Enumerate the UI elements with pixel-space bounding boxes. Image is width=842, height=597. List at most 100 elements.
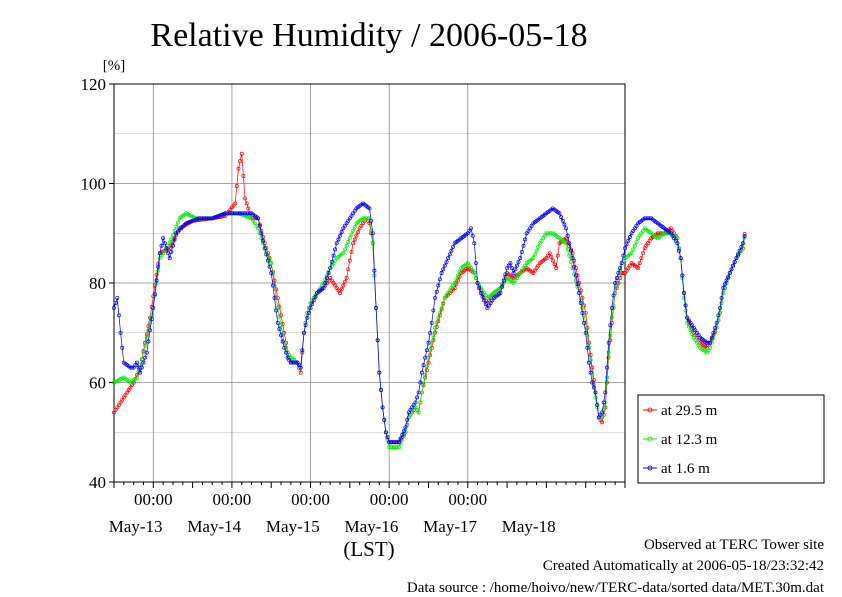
data-point — [264, 252, 269, 257]
data-point — [613, 281, 618, 285]
y-tick-label: 100 — [81, 175, 107, 194]
y-tick-label: 80 — [89, 274, 106, 293]
data-point — [426, 340, 431, 345]
data-point — [243, 196, 247, 201]
data-point — [339, 287, 344, 292]
data-point — [688, 328, 693, 333]
data-point — [716, 313, 721, 318]
data-point — [395, 445, 400, 450]
data-point — [365, 216, 370, 221]
data-point — [395, 440, 400, 445]
data-point — [234, 184, 239, 188]
chart-title: Relative Humidity / 2006-05-18 — [150, 17, 587, 54]
data-point — [560, 218, 565, 223]
data-point — [588, 353, 593, 358]
legend-marker — [647, 407, 653, 413]
data-point — [238, 159, 243, 164]
data-point — [272, 278, 277, 283]
data-point — [167, 256, 172, 261]
data-point — [162, 241, 167, 246]
data-point — [569, 248, 573, 253]
data-point — [637, 261, 642, 266]
data-point — [711, 330, 716, 335]
data-point — [356, 230, 360, 234]
data-point — [257, 223, 262, 228]
data-point — [149, 317, 154, 322]
data-point — [554, 266, 559, 271]
data-point — [344, 243, 349, 248]
data-point — [455, 273, 460, 278]
data-point — [146, 339, 151, 344]
data-point — [349, 249, 354, 254]
data-point — [570, 256, 575, 261]
data-point — [634, 240, 639, 244]
data-point — [244, 201, 249, 206]
data-point — [370, 231, 375, 236]
data-point — [721, 286, 726, 290]
data-point — [400, 432, 405, 437]
series-group — [112, 151, 747, 450]
data-point — [419, 370, 424, 375]
data-point — [511, 271, 516, 275]
data-point — [426, 360, 431, 365]
data-point — [246, 206, 251, 211]
data-point — [298, 370, 303, 375]
data-point — [305, 315, 310, 320]
data-point — [434, 289, 439, 294]
data-point — [377, 370, 382, 375]
data-point — [433, 325, 437, 330]
x-date-label: May-16 — [345, 517, 399, 536]
data-point — [677, 248, 681, 253]
data-point — [339, 230, 344, 234]
data-point — [734, 256, 739, 261]
data-point — [639, 256, 644, 261]
data-point — [349, 232, 354, 237]
x-time-label: 00:00 — [213, 490, 252, 509]
data-point — [266, 258, 270, 263]
data-point — [739, 244, 744, 249]
data-point — [284, 350, 288, 355]
data-point — [593, 395, 598, 400]
data-point — [138, 370, 143, 375]
data-point — [514, 263, 519, 268]
data-point — [403, 425, 408, 430]
data-point — [171, 232, 175, 237]
data-point — [144, 335, 149, 340]
data-point — [726, 274, 731, 279]
data-point — [436, 283, 441, 288]
data-point — [342, 247, 347, 252]
data-point — [609, 315, 614, 320]
data-point — [267, 264, 272, 269]
data-point — [678, 256, 683, 261]
data-point — [351, 228, 356, 233]
data-point — [293, 360, 298, 365]
data-point — [508, 261, 513, 266]
data-point — [279, 323, 284, 328]
y-axis-unit: [%] — [103, 58, 126, 74]
data-point — [308, 305, 313, 310]
data-point — [236, 166, 241, 171]
data-point — [449, 248, 454, 253]
data-point — [436, 315, 441, 320]
data-point — [269, 271, 274, 275]
data-point — [310, 302, 315, 307]
data-point — [605, 365, 609, 370]
data-point — [434, 320, 439, 325]
data-point — [169, 249, 174, 254]
data-point — [259, 231, 264, 236]
data-point — [352, 225, 357, 229]
data-point — [601, 400, 606, 405]
data-point — [474, 261, 478, 266]
data-point — [713, 325, 718, 330]
data-point — [241, 174, 246, 178]
data-point — [708, 340, 713, 345]
data-point — [632, 243, 637, 248]
data-point — [550, 258, 555, 263]
data-point — [351, 241, 356, 246]
data-point — [500, 284, 505, 289]
data-point — [146, 324, 151, 329]
data-point — [113, 300, 118, 305]
data-point — [452, 281, 457, 285]
data-point — [270, 283, 275, 288]
legend: at 29.5 m at 12.3 m at 1.6 m — [637, 394, 825, 484]
